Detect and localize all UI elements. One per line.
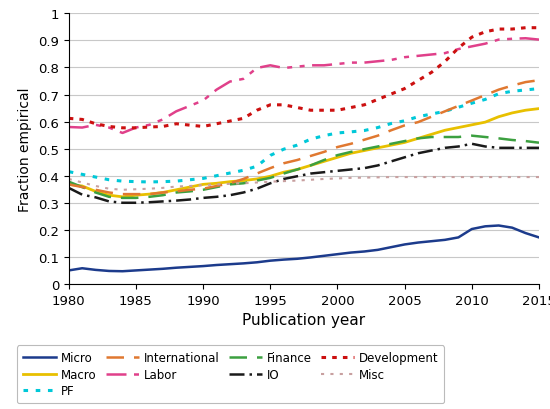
Y-axis label: Fraction empirical: Fraction empirical — [19, 87, 32, 211]
Legend: Micro, Macro, PF, International, Labor, Finance, IO, Development, Misc: Micro, Macro, PF, International, Labor, … — [17, 345, 444, 403]
X-axis label: Publication year: Publication year — [243, 312, 365, 328]
